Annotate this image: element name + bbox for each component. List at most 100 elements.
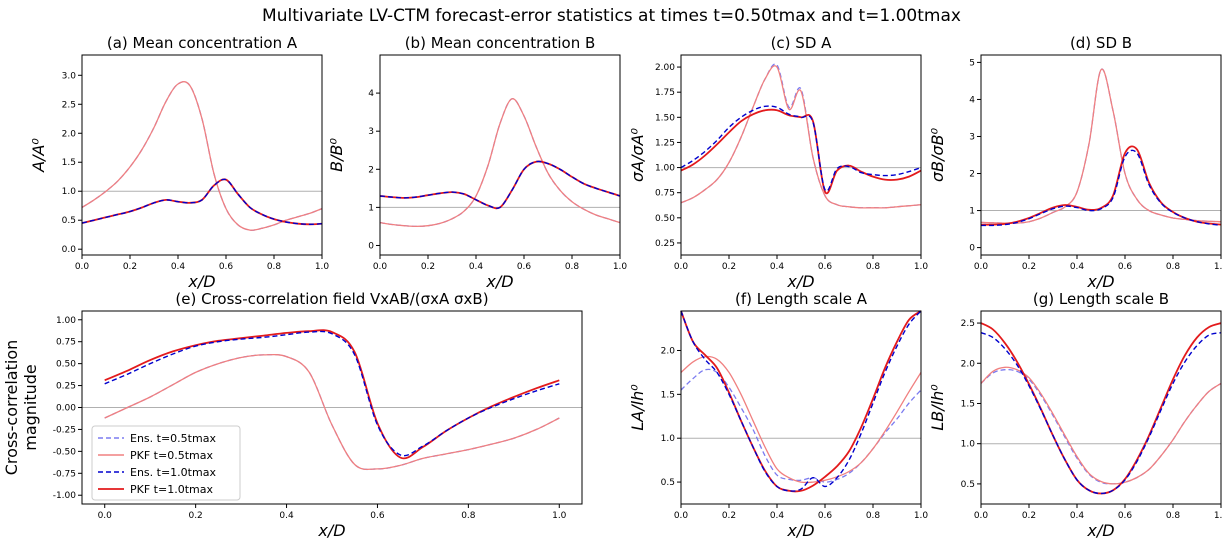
x-tick-label: 1.0 bbox=[1214, 262, 1223, 272]
x-tick-label: 1.0 bbox=[613, 262, 628, 272]
y-tick-label: 1 bbox=[969, 207, 975, 217]
y-tick-label: 3 bbox=[368, 127, 374, 137]
x-tick-label: 0.6 bbox=[517, 262, 532, 272]
x-tick-label: 0.8 bbox=[1166, 511, 1181, 521]
panel-title: (a) Mean concentration A bbox=[107, 34, 298, 52]
y-tick-label: 2.0 bbox=[62, 129, 77, 139]
y-tick-label: 2.5 bbox=[62, 100, 76, 110]
y-tick-label: 0.5 bbox=[961, 480, 975, 490]
x-tick-label: 0.0 bbox=[75, 262, 90, 272]
legend: Ens. t=0.5tmax PKF t=0.5tmax Ens. t=1.0tma… bbox=[91, 425, 241, 501]
series-line-blue bbox=[680, 310, 922, 492]
x-tick-label: 0.2 bbox=[1022, 262, 1036, 272]
y-tick-label: 2 bbox=[969, 170, 975, 180]
series-line-light-red bbox=[81, 81, 323, 231]
y-tick-label: 0.50 bbox=[655, 214, 675, 224]
plot-frame bbox=[980, 310, 1222, 505]
plot-frame bbox=[980, 54, 1222, 256]
y-tick-label: 0.0 bbox=[62, 245, 77, 255]
y-tick-label: 0.5 bbox=[62, 216, 76, 226]
y-tick-label: 5 bbox=[969, 58, 975, 68]
plot-frame bbox=[680, 54, 922, 256]
legend-label: PKF t=1.0tmax bbox=[130, 483, 213, 496]
y-tick-label: 1.0 bbox=[961, 440, 976, 450]
x-tick-label: 0.8 bbox=[866, 262, 881, 272]
figure-title: Multivariate LV-CTM forecast-error stati… bbox=[262, 6, 961, 26]
y-tick-label: 2.00 bbox=[655, 63, 675, 73]
series-line-red bbox=[980, 145, 1222, 226]
x-tick-label: 0.6 bbox=[818, 262, 833, 272]
y-tick-label: 1.0 bbox=[62, 187, 77, 197]
plot-frame bbox=[680, 310, 922, 505]
y-tick-label: 4 bbox=[368, 89, 374, 99]
y-tick-label: 0.25 bbox=[56, 382, 76, 392]
y-axis-label: LB/lh⁰ bbox=[928, 384, 947, 431]
chart-panel-f: 0.5 1.0 1.5 2.0 0.0 0.2 0.4 0.6 0.8 1.0 (f) Length… bbox=[628, 290, 928, 540]
series-line-red bbox=[379, 160, 621, 210]
x-tick-label: 0.4 bbox=[1070, 262, 1085, 272]
y-tick-label: 1.5 bbox=[62, 158, 76, 168]
x-tick-label: 0.2 bbox=[188, 511, 202, 521]
legend-box bbox=[91, 425, 241, 501]
series-line-light-blue bbox=[680, 368, 922, 483]
y-tick-label: 0 bbox=[969, 244, 975, 254]
y-tick-label: -0.25 bbox=[53, 425, 76, 435]
y-tick-label: 1.00 bbox=[56, 316, 76, 326]
series-line-light-red bbox=[680, 65, 922, 209]
x-tick-label: 0.4 bbox=[469, 262, 484, 272]
y-axis-label: σA/σA⁰ bbox=[628, 127, 647, 182]
y-tick-label: 0.5 bbox=[661, 478, 675, 488]
x-tick-label: 0.2 bbox=[421, 262, 435, 272]
x-axis-label: x/D bbox=[786, 272, 814, 291]
x-tick-label: 0.6 bbox=[818, 511, 833, 521]
x-tick-label: 0.0 bbox=[373, 262, 388, 272]
plot-frame bbox=[379, 54, 621, 256]
y-tick-label: 2.0 bbox=[661, 346, 676, 356]
plot-frame bbox=[81, 54, 323, 256]
y-tick-label: 1.50 bbox=[655, 113, 675, 123]
y-axis-label: B/B⁰ bbox=[327, 138, 346, 172]
x-tick-label: 0.8 bbox=[565, 262, 580, 272]
x-axis-label: x/D bbox=[187, 272, 215, 291]
x-tick-label: 0.4 bbox=[770, 262, 785, 272]
series-line-blue bbox=[379, 160, 621, 210]
x-tick-label: 0.4 bbox=[171, 262, 186, 272]
y-axis-label: LA/lh⁰ bbox=[628, 384, 647, 431]
y-tick-label: 1.0 bbox=[661, 434, 676, 444]
x-tick-label: 0.6 bbox=[219, 262, 234, 272]
series-line-red bbox=[680, 108, 922, 195]
y-tick-label: 3 bbox=[969, 132, 975, 142]
chart-panel-c: 0.25 0.50 0.75 1.00 1.25 1.50 1.75 2.00 0.0 0.2 0.… bbox=[628, 34, 928, 291]
x-tick-label: 1.0 bbox=[1214, 511, 1223, 521]
x-axis-label: x/D bbox=[317, 521, 345, 540]
series-line-blue bbox=[680, 105, 922, 192]
panel-title: (f) Length scale A bbox=[735, 290, 868, 308]
series-line-blue bbox=[104, 330, 560, 457]
y-axis-label: σB/σB⁰ bbox=[928, 127, 947, 182]
y-tick-label: 1.25 bbox=[655, 138, 675, 148]
x-tick-label: 0.6 bbox=[1118, 511, 1133, 521]
panel-title: (b) Mean concentration B bbox=[405, 34, 596, 52]
y-tick-label: 1.75 bbox=[655, 88, 675, 98]
y-tick-label: 1.5 bbox=[961, 399, 975, 409]
y-tick-label: 0 bbox=[368, 241, 374, 251]
chart-panel-d: 0 1 2 3 4 5 0.0 0.2 0.4 0.6 0.8 1.0 (d) SD B x/D σB/σB… bbox=[928, 34, 1223, 291]
series-line-red bbox=[980, 322, 1222, 495]
panel-title: (e) Cross-correlation field VxAB/(σxA σx… bbox=[175, 290, 488, 308]
legend-label: PKF t=0.5tmax bbox=[130, 449, 213, 462]
y-tick-label: 0.00 bbox=[56, 404, 76, 414]
x-tick-label: 0.8 bbox=[267, 262, 282, 272]
y-tick-label: 1.5 bbox=[661, 390, 675, 400]
y-axis-label: A/A⁰ bbox=[29, 138, 48, 173]
y-tick-label: 2.5 bbox=[961, 319, 975, 329]
x-tick-label: 0.0 bbox=[674, 511, 689, 521]
panel-title: (d) SD B bbox=[1070, 34, 1132, 52]
x-tick-label: 0.4 bbox=[770, 511, 785, 521]
x-tick-label: 0.8 bbox=[461, 511, 476, 521]
x-tick-label: 0.2 bbox=[722, 262, 736, 272]
x-axis-label: x/D bbox=[1086, 521, 1114, 540]
y-tick-label: 0.75 bbox=[655, 189, 675, 199]
y-tick-label: 0.50 bbox=[56, 360, 76, 370]
x-tick-label: 0.2 bbox=[123, 262, 137, 272]
